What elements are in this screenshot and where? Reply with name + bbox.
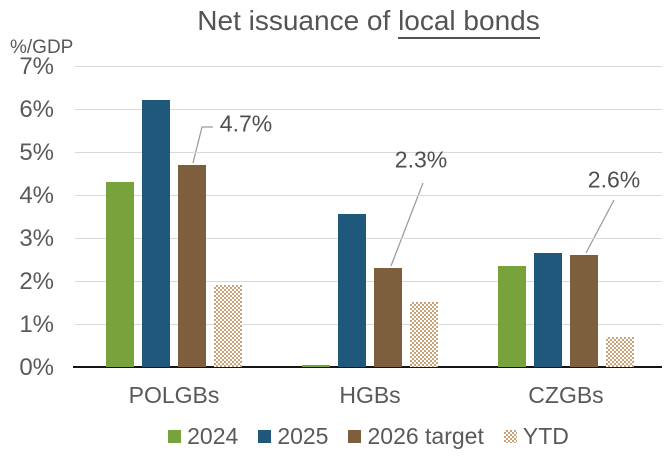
- legend-swatch-2025: [258, 430, 272, 443]
- y-tick-label-2%: 2%: [19, 268, 54, 295]
- gridline-7%: [75, 65, 662, 67]
- y-axis-unit-label: %/GDP: [10, 37, 74, 58]
- legend-label-2024: 2024: [187, 423, 239, 449]
- chart-title-underlined: local bonds: [398, 5, 540, 39]
- y-tick-label-1%: 1%: [19, 311, 54, 338]
- data-label-4.7%: 4.7%: [219, 110, 273, 137]
- bar-CZGBs-2024: [498, 266, 526, 367]
- gridline-4%: [75, 194, 662, 196]
- y-tick-label-0%: 0%: [19, 354, 54, 381]
- legend-swatch-2026 target: [348, 430, 362, 443]
- category-label-HGBs: HGBs: [339, 382, 401, 408]
- bar-HGBs-YTD: [410, 302, 438, 367]
- bar-HGBs-2024: [302, 365, 330, 367]
- legend-item-YTD: YTD: [503, 423, 569, 450]
- gridline-5%: [75, 151, 662, 153]
- x-axis-baseline: [73, 366, 662, 368]
- gridline-1%: [75, 323, 662, 325]
- data-label-2.6%: 2.6%: [587, 166, 641, 193]
- y-tick-label-7%: 7%: [19, 53, 54, 80]
- category-label-CZGBs: CZGBs: [528, 382, 604, 408]
- bar-POLGBs-2024: [106, 182, 134, 367]
- legend-item-2026 target: 2026 target: [348, 423, 484, 450]
- gridline-2%: [75, 280, 662, 282]
- bar-CZGBs-YTD: [606, 337, 634, 367]
- y-tick-label-5%: 5%: [19, 139, 54, 166]
- leader-line-4.7%: [192, 126, 213, 164]
- leader-line-2.6%: [585, 199, 615, 254]
- bar-POLGBs-2025: [142, 100, 170, 367]
- bar-POLGBs-YTD: [214, 285, 242, 367]
- y-tick-label-6%: 6%: [19, 96, 54, 123]
- chart-title: Net issuance of local bonds: [75, 5, 662, 39]
- legend: 2024 2025 2026 target YTD: [75, 423, 662, 450]
- bar-HGBs-2026 target: [374, 268, 402, 367]
- bar-POLGBs-2026 target: [178, 165, 206, 367]
- legend-item-2025: 2025: [258, 423, 328, 450]
- y-tick-label-4%: 4%: [19, 182, 54, 209]
- legend-item-2024: 2024: [168, 423, 238, 450]
- legend-label-YTD: YTD: [522, 423, 569, 449]
- gridline-3%: [75, 237, 662, 239]
- y-tick-label-3%: 3%: [19, 225, 54, 252]
- bar-CZGBs-2025: [534, 253, 562, 367]
- legend-label-2025: 2025: [277, 423, 329, 449]
- legend-swatch-2024: [168, 430, 182, 443]
- data-label-2.3%: 2.3%: [394, 146, 448, 173]
- gridline-6%: [75, 108, 662, 110]
- chart-title-prefix: Net issuance of: [197, 5, 399, 36]
- legend-label-2026 target: 2026 target: [367, 423, 484, 449]
- category-label-POLGBs: POLGBs: [128, 382, 220, 408]
- legend-swatch-YTD: [503, 430, 517, 443]
- bar-CZGBs-2026 target: [570, 255, 598, 367]
- bar-HGBs-2025: [338, 214, 366, 367]
